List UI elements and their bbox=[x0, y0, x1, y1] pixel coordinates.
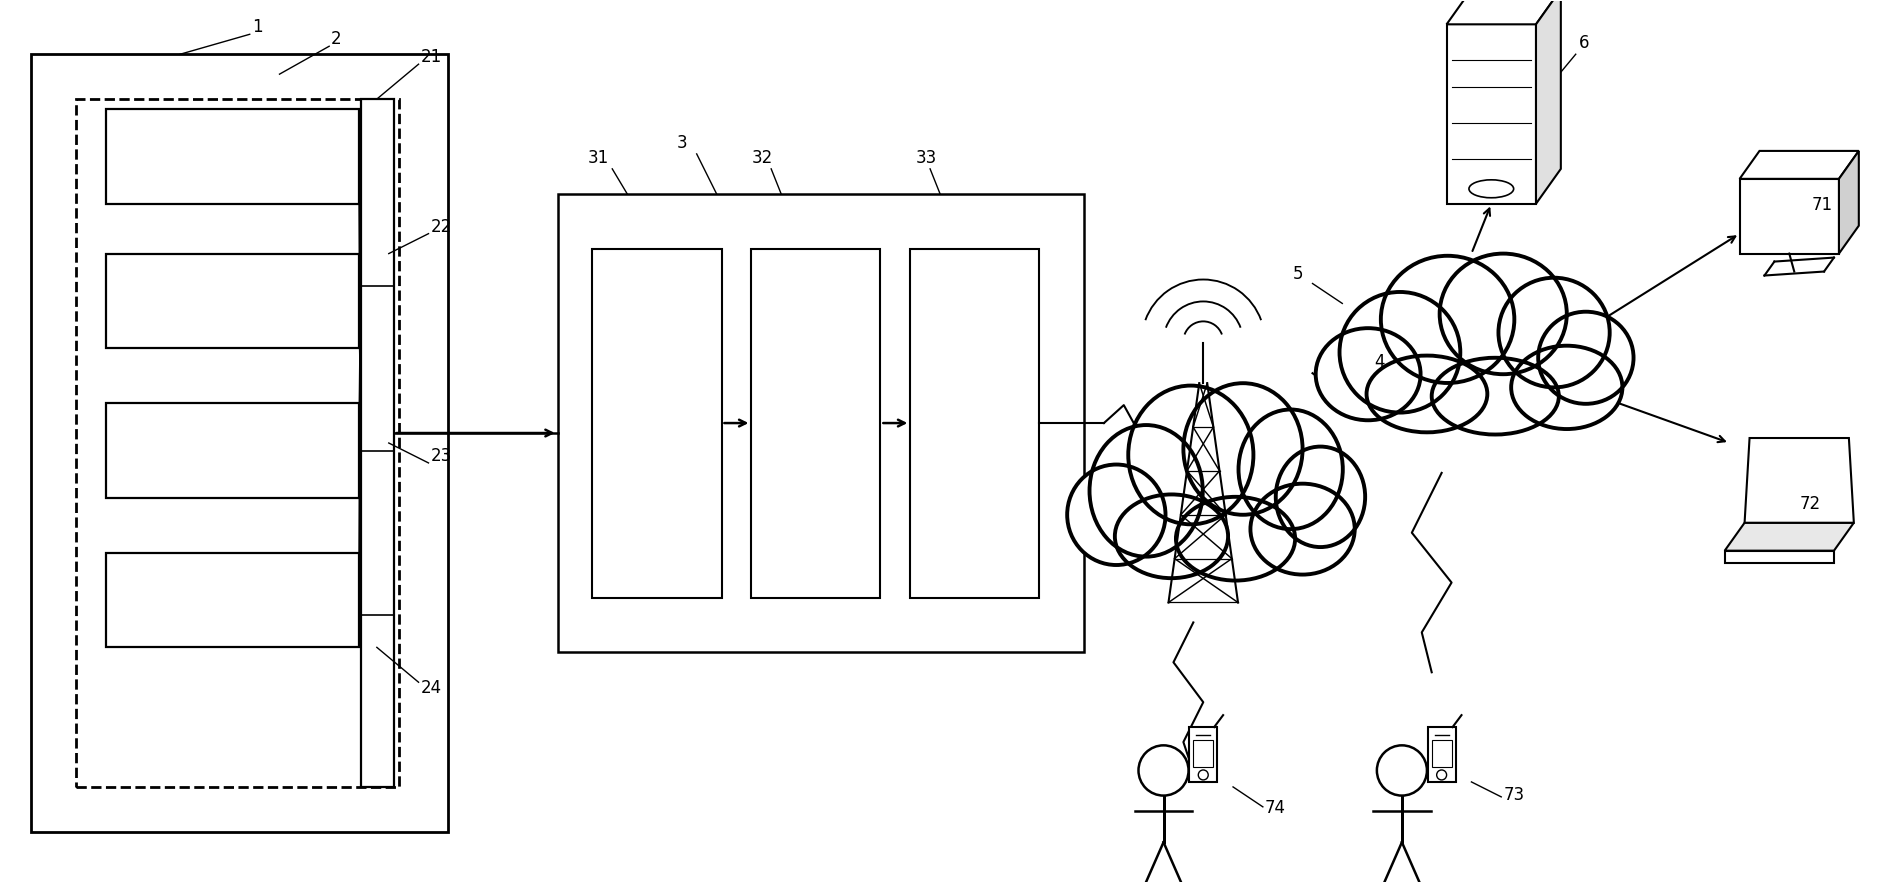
Ellipse shape bbox=[1128, 386, 1252, 525]
Polygon shape bbox=[1725, 551, 1832, 562]
Text: 22: 22 bbox=[431, 217, 451, 236]
Text: 3: 3 bbox=[676, 134, 688, 152]
Ellipse shape bbox=[1067, 464, 1166, 565]
Bar bbox=[106, 253, 359, 348]
Text: 21: 21 bbox=[421, 49, 442, 66]
Ellipse shape bbox=[1088, 425, 1201, 556]
Text: 6: 6 bbox=[1577, 34, 1589, 52]
Ellipse shape bbox=[1439, 253, 1566, 374]
Ellipse shape bbox=[1275, 447, 1364, 547]
Ellipse shape bbox=[1468, 180, 1513, 198]
Polygon shape bbox=[1744, 438, 1853, 523]
Polygon shape bbox=[1536, 0, 1560, 204]
Polygon shape bbox=[1445, 0, 1560, 25]
Ellipse shape bbox=[1315, 328, 1421, 420]
Bar bbox=[910, 249, 1039, 598]
Bar bbox=[1188, 727, 1217, 782]
Ellipse shape bbox=[1538, 312, 1632, 404]
Text: 31: 31 bbox=[587, 149, 608, 167]
Ellipse shape bbox=[1183, 383, 1302, 515]
Circle shape bbox=[1377, 745, 1426, 796]
Bar bbox=[1445, 25, 1536, 204]
Text: 23: 23 bbox=[431, 447, 451, 465]
Ellipse shape bbox=[1339, 292, 1460, 412]
Ellipse shape bbox=[1381, 256, 1513, 383]
Ellipse shape bbox=[1175, 497, 1294, 580]
Ellipse shape bbox=[1511, 346, 1621, 429]
Bar bbox=[106, 109, 359, 204]
Bar bbox=[106, 553, 359, 647]
Text: 72: 72 bbox=[1798, 494, 1819, 513]
Polygon shape bbox=[1725, 523, 1853, 551]
Ellipse shape bbox=[1366, 356, 1487, 433]
Ellipse shape bbox=[1237, 410, 1341, 529]
Text: 1: 1 bbox=[251, 19, 263, 36]
Text: 74: 74 bbox=[1264, 799, 1285, 817]
Text: 33: 33 bbox=[914, 149, 935, 167]
Bar bbox=[76, 99, 399, 787]
Ellipse shape bbox=[1432, 358, 1558, 434]
Text: 5: 5 bbox=[1292, 266, 1302, 283]
Bar bbox=[32, 54, 448, 832]
Ellipse shape bbox=[1251, 484, 1354, 575]
Text: 24: 24 bbox=[421, 679, 442, 698]
Bar bbox=[591, 249, 722, 598]
Text: 32: 32 bbox=[752, 149, 773, 167]
Polygon shape bbox=[1738, 151, 1857, 179]
Circle shape bbox=[1137, 745, 1188, 796]
Bar bbox=[557, 193, 1084, 653]
Text: 4: 4 bbox=[1373, 353, 1385, 371]
Text: 73: 73 bbox=[1502, 786, 1524, 804]
Text: 2: 2 bbox=[331, 30, 342, 49]
Bar bbox=[361, 99, 393, 787]
Bar bbox=[1192, 740, 1213, 767]
Bar bbox=[752, 249, 880, 598]
Ellipse shape bbox=[1498, 278, 1609, 388]
Bar bbox=[1426, 727, 1455, 782]
Bar bbox=[1738, 179, 1838, 253]
Polygon shape bbox=[1838, 151, 1857, 253]
Ellipse shape bbox=[1115, 494, 1228, 578]
Bar bbox=[1432, 740, 1451, 767]
Bar bbox=[106, 404, 359, 498]
Text: 71: 71 bbox=[1810, 196, 1830, 214]
